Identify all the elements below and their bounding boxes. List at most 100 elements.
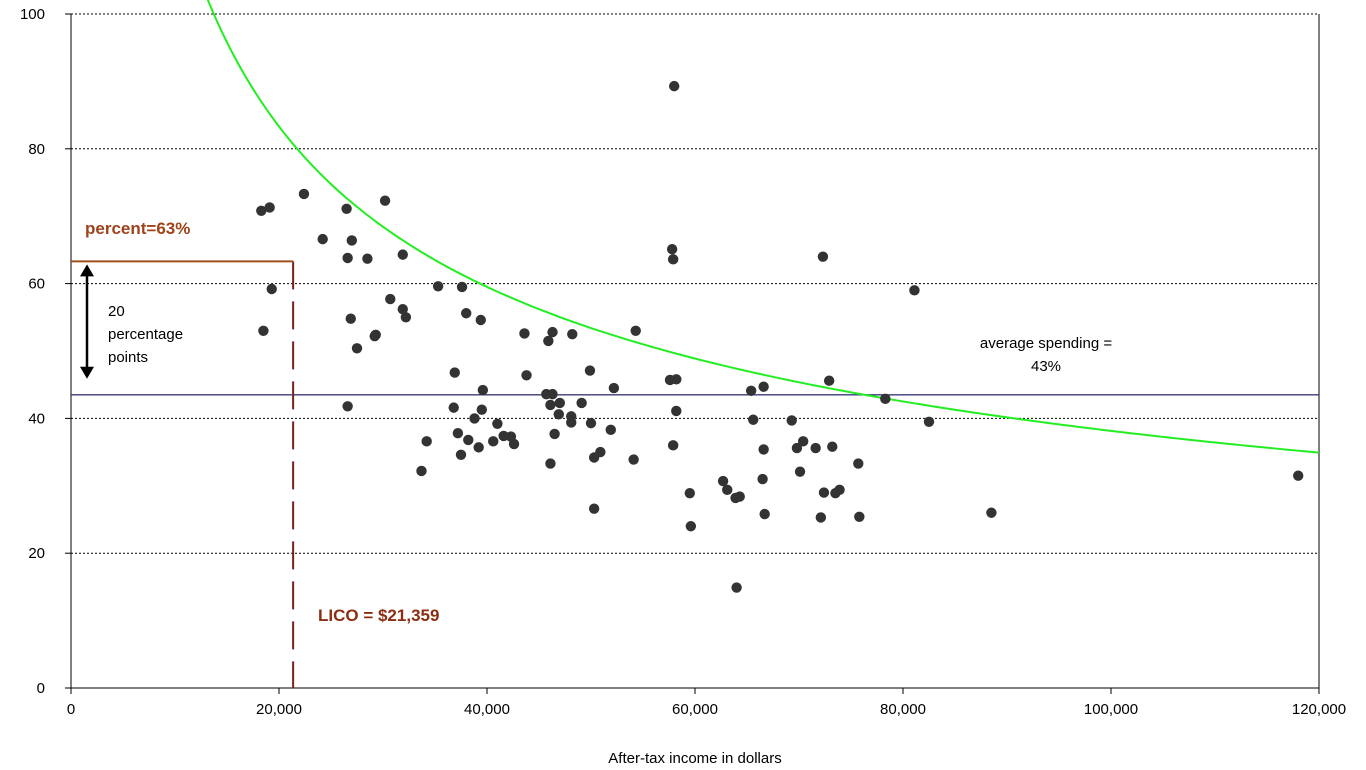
y-tick-label-2: 40	[28, 410, 45, 427]
data-point-26	[567, 328, 578, 340]
data-point-77	[748, 414, 759, 425]
data-point-60	[421, 436, 432, 447]
x-tick-label-1: 20,000	[256, 701, 302, 718]
data-point-80	[791, 442, 803, 454]
data-point-100	[986, 507, 997, 518]
data-point-4	[379, 195, 391, 206]
data-point-83	[827, 441, 838, 452]
data-point-74	[628, 454, 639, 465]
data-point-62	[545, 399, 556, 411]
data-point-66	[566, 417, 577, 428]
data-point-1	[264, 202, 275, 213]
fit-curve-group	[206, 0, 1320, 454]
data-point-38	[667, 254, 679, 265]
data-point-40	[745, 385, 757, 396]
data-point-56	[473, 442, 484, 453]
data-point-82	[810, 442, 821, 454]
data-point-7	[342, 252, 353, 264]
data-point-92	[818, 487, 830, 498]
fit-curve	[206, 0, 1320, 454]
data-point-85	[853, 458, 864, 469]
data-point-86	[684, 488, 695, 499]
average-label-line1: average spending =	[980, 335, 1112, 352]
data-point-15	[345, 313, 356, 324]
average-label-line2: 43%	[1031, 358, 1061, 375]
data-point-5	[317, 233, 328, 245]
data-point-14	[400, 312, 412, 323]
data-point-63	[554, 397, 565, 409]
data-point-18	[351, 343, 363, 354]
data-point-23	[519, 328, 530, 339]
data-point-8	[362, 253, 373, 264]
x-tick-label-3: 60,000	[672, 701, 718, 718]
data-point-52	[488, 436, 499, 447]
data-point-51	[492, 418, 503, 429]
data-point-34	[584, 365, 596, 376]
axes	[65, 13, 1320, 694]
data-point-48	[448, 402, 459, 413]
data-point-22	[475, 314, 486, 326]
data-point-57	[452, 428, 464, 439]
data-point-39	[669, 80, 680, 92]
data-point-73	[605, 424, 616, 436]
gap-label-line2: percentage	[108, 326, 183, 343]
data-point-91	[757, 473, 768, 485]
x-tick-label-2: 40,000	[464, 701, 510, 718]
data-point-45	[880, 393, 891, 405]
data-point-59	[455, 449, 467, 460]
data-point-102	[1293, 470, 1304, 481]
annotations	[80, 264, 94, 379]
data-point-25	[543, 335, 554, 347]
x-tick-label-6: 120,000	[1292, 701, 1346, 718]
data-point-3	[341, 203, 352, 214]
data-point-50	[469, 413, 480, 424]
data-point-42	[823, 375, 835, 386]
data-point-32	[547, 388, 558, 400]
data-point-28	[449, 367, 460, 378]
data-point-68	[585, 417, 597, 429]
x-axis-title: After-tax income in dollars	[608, 750, 781, 767]
data-point-10	[266, 283, 277, 295]
x-tick-label-0: 0	[67, 701, 75, 718]
data-point-0	[256, 205, 267, 217]
data-point-13	[397, 304, 408, 315]
data-point-17	[369, 330, 380, 342]
y-tick-label-0: 0	[37, 680, 45, 697]
data-point-96	[685, 521, 697, 532]
data-point-55	[508, 438, 520, 450]
data-point-78	[758, 444, 769, 455]
gap-label-line1: 20	[108, 303, 125, 320]
data-point-101	[731, 582, 742, 593]
y-tick-label-4: 80	[28, 141, 45, 158]
data-point-72	[595, 446, 606, 458]
data-point-75	[671, 405, 682, 417]
data-point-95	[588, 503, 600, 514]
data-point-33	[608, 382, 620, 394]
data-point-24	[547, 326, 558, 338]
data-point-47	[342, 401, 353, 412]
tick-labels: 0 20,000 40,000 60,000 80,000 100,000 120,000 0…	[20, 6, 1346, 718]
data-point-27	[630, 325, 641, 336]
x-tick-label-4: 80,000	[880, 701, 926, 718]
data-point-2	[298, 188, 310, 200]
data-point-20	[456, 281, 468, 293]
data-point-36	[664, 374, 676, 386]
data-point-79	[786, 415, 797, 426]
data-point-90	[730, 492, 741, 504]
data-points	[256, 80, 1304, 593]
data-point-11	[258, 325, 269, 336]
data-point-87	[717, 475, 729, 487]
data-point-61	[416, 465, 427, 477]
data-point-9	[397, 249, 408, 260]
data-point-99	[854, 511, 865, 523]
lico-label: LICO = $21,359	[318, 606, 439, 625]
data-point-70	[545, 458, 556, 469]
data-point-29	[521, 370, 532, 381]
data-point-6	[346, 235, 357, 246]
y-tick-label-1: 20	[28, 545, 45, 562]
data-point-41	[758, 381, 769, 392]
y-tick-label-3: 60	[28, 276, 45, 293]
data-point-44	[909, 285, 920, 296]
data-point-98	[815, 512, 827, 523]
data-point-69	[549, 428, 560, 440]
